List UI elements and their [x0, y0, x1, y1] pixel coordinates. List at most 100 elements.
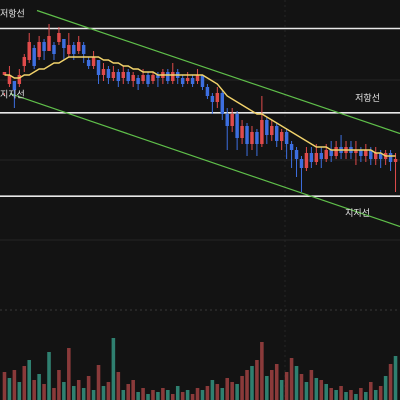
volume-bar	[200, 390, 205, 400]
trend-channel	[9, 9, 400, 228]
candle	[91, 51, 96, 69]
volume-bar	[190, 394, 195, 400]
candle-body	[334, 147, 338, 156]
candle	[42, 39, 46, 60]
candle-body	[215, 93, 220, 102]
candle-body	[388, 153, 393, 162]
candle	[7, 66, 12, 87]
candle-body	[205, 87, 210, 96]
candle-body	[116, 72, 121, 81]
volume-bar	[37, 374, 41, 400]
candle-body	[279, 132, 284, 141]
candle-body	[220, 93, 225, 114]
candle	[81, 42, 86, 63]
candle	[2, 72, 7, 96]
candle-body	[37, 42, 41, 57]
volume-bar	[101, 386, 106, 400]
volume-bar	[210, 380, 215, 400]
candle	[111, 66, 116, 81]
candle-body	[91, 57, 96, 66]
candle-body	[359, 150, 363, 156]
volume-bar	[175, 386, 180, 400]
volume-bar	[146, 394, 150, 400]
candle	[289, 141, 294, 168]
candle-body	[190, 78, 195, 84]
candle	[37, 36, 41, 60]
candle	[146, 72, 150, 87]
candle	[294, 147, 299, 177]
candle-body	[299, 159, 304, 168]
volume-bar	[269, 370, 274, 400]
candle	[304, 147, 309, 171]
support-resistance-levels	[0, 27, 400, 197]
candle-body	[72, 45, 76, 54]
volume-bar	[349, 390, 353, 400]
volume-bar	[324, 384, 329, 400]
candle	[47, 24, 51, 51]
volume-bar	[294, 366, 299, 400]
volume-bar	[71, 386, 76, 400]
candle	[62, 39, 66, 60]
candle-body	[289, 144, 294, 150]
candle-body	[270, 126, 274, 135]
candle-body	[250, 132, 254, 144]
volume-bar	[81, 388, 86, 400]
candle-body	[96, 60, 101, 75]
volume-bar	[368, 382, 373, 400]
volume-bar	[359, 388, 363, 400]
level-label: 지지선	[0, 90, 25, 101]
candle-body	[265, 120, 269, 135]
volume-bar	[250, 366, 254, 400]
volume-bar	[42, 384, 46, 400]
candle	[260, 96, 264, 147]
candle	[52, 42, 56, 60]
volume-bar	[284, 372, 289, 400]
level-label: 저항선	[0, 9, 25, 20]
candle	[205, 84, 210, 99]
candle-body	[240, 126, 244, 138]
candle-body	[329, 150, 333, 156]
candle-body	[260, 120, 264, 144]
volume-bar	[52, 388, 56, 400]
volume-bar	[47, 352, 51, 400]
candle-body	[235, 114, 239, 138]
candle-body	[62, 39, 66, 48]
candle-body	[364, 150, 368, 156]
candle	[161, 69, 165, 84]
candle-body	[67, 45, 71, 54]
volume-bar	[329, 388, 333, 400]
volume-bar	[141, 388, 145, 400]
candle	[299, 156, 304, 192]
candle-body	[52, 45, 56, 54]
candle	[373, 147, 378, 165]
volume-bar	[245, 370, 249, 400]
candle-body	[230, 114, 234, 126]
candle	[27, 33, 31, 63]
candle	[101, 63, 106, 81]
candle	[240, 120, 244, 144]
candle	[185, 72, 190, 84]
candle	[96, 60, 101, 84]
level-label: 저항선	[355, 93, 380, 104]
volume-bar	[121, 390, 126, 400]
volume-bar	[205, 386, 210, 400]
moving-average-line	[4, 56, 396, 157]
candle-body	[171, 72, 175, 81]
candle	[126, 69, 130, 84]
candle-body	[76, 42, 81, 51]
volume-bar	[225, 378, 230, 400]
volume-bar	[106, 382, 111, 400]
candle	[22, 54, 27, 72]
volume-bar	[170, 394, 175, 400]
volume-bar	[136, 392, 140, 400]
volume-bar	[116, 372, 121, 400]
candle	[265, 117, 269, 144]
candle	[200, 75, 205, 90]
volume-bar	[354, 394, 358, 400]
candle-body	[121, 72, 126, 78]
candle	[151, 72, 155, 84]
candle	[175, 69, 180, 84]
